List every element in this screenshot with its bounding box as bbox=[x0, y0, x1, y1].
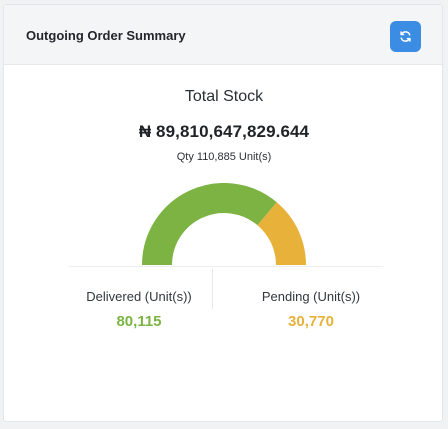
refresh-icon bbox=[400, 31, 411, 42]
horizontal-divider bbox=[69, 266, 383, 267]
delivered-value: 80,115 bbox=[116, 313, 162, 330]
delivery-gauge bbox=[142, 183, 306, 265]
total-stock-qty: Qty 110,885 Unit(s) bbox=[176, 151, 272, 163]
gauge-pending-arc bbox=[256, 202, 306, 265]
pending-stat: Pending (Unit(s)) 30,770 bbox=[221, 289, 401, 330]
pending-label: Pending (Unit(s)) bbox=[261, 289, 361, 304]
refresh-button[interactable] bbox=[390, 21, 421, 52]
card-header: Outgoing Order Summary bbox=[4, 5, 442, 65]
delivered-stat: Delivered (Unit(s)) 80,115 bbox=[49, 289, 229, 330]
gauge-delivered-arc bbox=[142, 183, 277, 265]
total-stock-label: Total Stock bbox=[184, 88, 264, 105]
order-summary-card: Outgoing Order Summary Total Stock ₦ 89,… bbox=[3, 4, 443, 422]
delivered-label: Delivered (Unit(s)) bbox=[86, 289, 192, 304]
total-stock-value: ₦ 89,810,647,829.644 bbox=[138, 122, 310, 141]
pending-value: 30,770 bbox=[288, 313, 334, 330]
vertical-divider bbox=[212, 269, 213, 309]
card-title: Outgoing Order Summary bbox=[26, 28, 186, 43]
